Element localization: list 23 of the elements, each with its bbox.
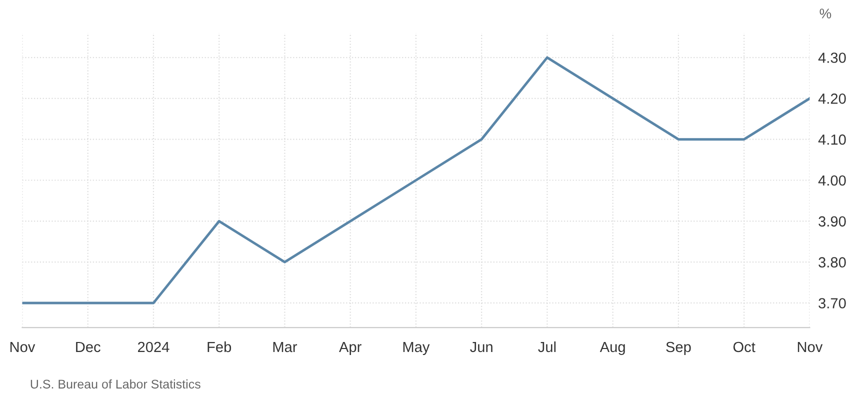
x-tick-label: Jul [538,341,556,352]
x-tick-label: Sep [666,342,691,356]
x-tick-label: Feb [208,341,232,352]
x-tick-label: Apr [339,342,362,356]
line-series [22,56,810,304]
x-tick-label: 2024 [138,342,170,352]
x-tick-label: Mar [273,342,298,352]
y-tick-label: 4.10 [818,134,846,145]
x-tick-label: Aug [600,342,625,356]
x-tick-label: Oct [733,342,756,352]
text: U.S. Bureau of Labor Statistics [30,379,200,389]
x-tick-label: Dec [76,342,100,352]
x-tick-label: May [403,342,430,356]
y-tick-label: 4.00 [818,175,846,186]
y-tick-label: 3.70 [818,298,846,308]
x-tick-label: Nov [10,342,36,352]
y-tick-label: 4.20 [818,94,846,104]
x-tick-label: Nov [798,342,823,352]
y-tick-label: 3.80 [818,257,846,268]
y-tick-label: 3.90 [818,216,846,227]
x-tick-label: Jun [470,342,492,352]
y-axis-title: % [820,8,832,18]
y-tick-label: 4.30 [818,52,846,63]
